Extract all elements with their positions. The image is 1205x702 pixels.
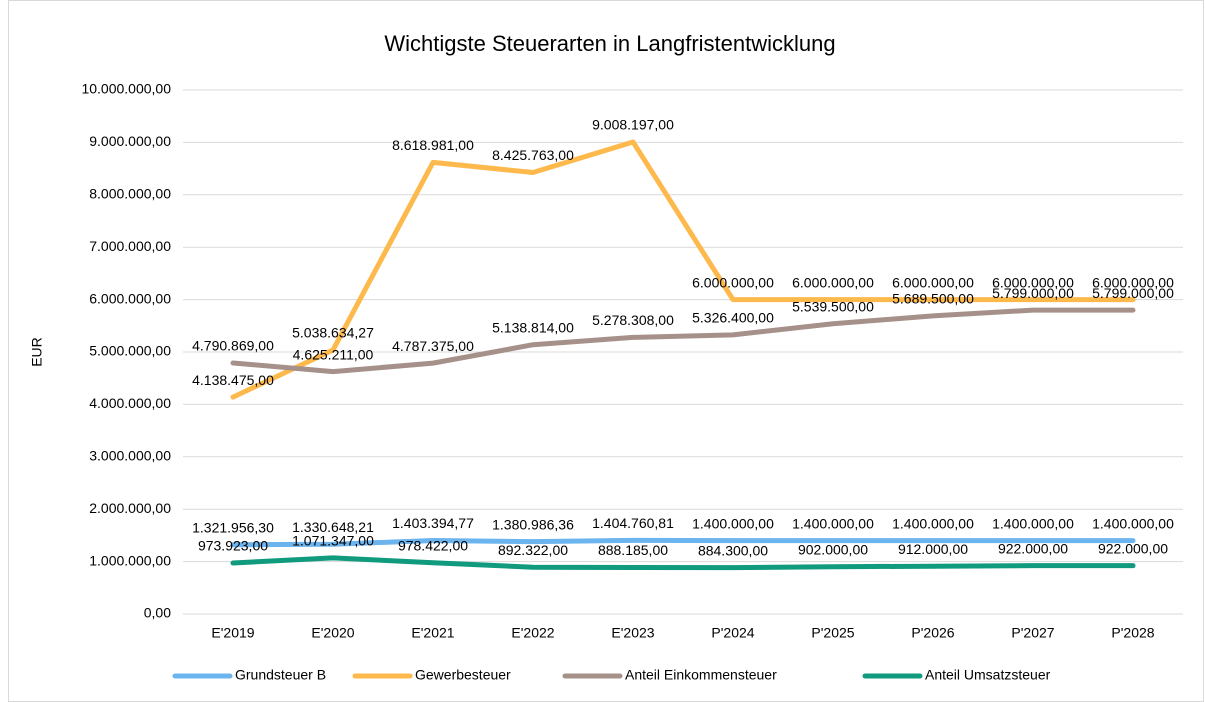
data-label: 1.330.648,21 — [292, 519, 374, 535]
data-label: 8.618.981,00 — [392, 137, 474, 153]
x-tick-label: P'2026 — [911, 625, 954, 641]
x-tick-label: E'2021 — [411, 625, 454, 641]
data-label: 973.923,00 — [198, 538, 268, 554]
data-label: 1.400.000,00 — [992, 515, 1074, 531]
y-tick-label: 4.000.000,00 — [89, 395, 171, 411]
y-axis-label: EUR — [29, 337, 45, 367]
data-label: 1.071.347,00 — [292, 533, 374, 549]
y-tick-label: 9.000.000,00 — [89, 133, 171, 149]
x-tick-label: P'2025 — [811, 625, 854, 641]
data-label: 884.300,00 — [698, 542, 768, 558]
chart-frame — [8, 0, 1204, 702]
x-tick-label: E'2020 — [311, 625, 354, 641]
x-tick-label: E'2023 — [611, 625, 654, 641]
x-tick-label: P'2027 — [1011, 625, 1054, 641]
data-label: 1.400.000,00 — [892, 515, 974, 531]
x-tick-label: E'2022 — [511, 625, 554, 641]
y-tick-label: 0,00 — [144, 605, 171, 621]
y-tick-label: 2.000.000,00 — [89, 500, 171, 516]
x-tick-label: P'2028 — [1111, 625, 1154, 641]
data-label: 1.400.000,00 — [792, 515, 874, 531]
y-tick-label: 6.000.000,00 — [89, 290, 171, 306]
data-label: 5.799.000,00 — [1092, 285, 1174, 301]
data-label: 888.185,00 — [598, 542, 668, 558]
data-label: 5.038.634,27 — [292, 325, 374, 341]
series-line — [230, 537, 1136, 548]
data-label: 1.400.000,00 — [1092, 515, 1174, 531]
data-label: 4.138.475,00 — [192, 372, 274, 388]
data-label: 4.625.211,00 — [293, 346, 374, 362]
legend-label: Anteil Einkommensteuer — [625, 667, 777, 683]
y-tick-label: 10.000.000,00 — [81, 81, 171, 97]
data-label: 5.326.400,00 — [692, 310, 774, 326]
legend-label: Gewerbesteuer — [415, 667, 511, 683]
data-label: 5.539.500,00 — [792, 298, 874, 314]
data-label: 8.425.763,00 — [492, 147, 574, 163]
series-line — [230, 139, 1136, 400]
chart-title: Wichtigste Steuerarten in Langfristentwi… — [384, 31, 835, 56]
y-tick-label: 5.000.000,00 — [89, 343, 171, 359]
series-line — [230, 307, 1136, 375]
data-label: 922.000,00 — [1098, 540, 1168, 556]
data-label: 892.322,00 — [498, 542, 568, 558]
data-label: 5.799.000,00 — [992, 285, 1074, 301]
data-label: 1.400.000,00 — [692, 515, 774, 531]
data-label: 6.000.000,00 — [892, 274, 974, 290]
series-line — [230, 555, 1136, 571]
data-label: 978.422,00 — [398, 537, 468, 553]
data-label: 922.000,00 — [998, 540, 1068, 556]
x-tick-label: E'2019 — [211, 625, 254, 641]
legend-label: Grundsteuer B — [235, 667, 326, 683]
y-tick-label: 3.000.000,00 — [89, 448, 171, 464]
data-label: 902.000,00 — [798, 541, 868, 557]
data-label: 6.000.000,00 — [692, 274, 774, 290]
y-tick-label: 8.000.000,00 — [89, 186, 171, 202]
data-label: 4.787.375,00 — [392, 338, 474, 354]
data-label: 1.380.986,36 — [492, 516, 574, 532]
y-tick-label: 7.000.000,00 — [89, 238, 171, 254]
data-label: 6.000.000,00 — [1092, 274, 1174, 290]
data-label: 912.000,00 — [898, 541, 968, 557]
legend-label: Anteil Umsatzsteuer — [925, 667, 1051, 683]
data-label: 9.008.197,00 — [592, 117, 674, 133]
y-tick-label: 1.000.000,00 — [89, 552, 171, 568]
data-label: 6.000.000,00 — [992, 274, 1074, 290]
data-label: 5.138.814,00 — [492, 319, 574, 335]
data-label: 6.000.000,00 — [792, 274, 874, 290]
data-label: 1.404.760,81 — [592, 515, 674, 531]
data-label: 4.790.869,00 — [192, 338, 274, 354]
x-tick-label: P'2024 — [711, 625, 754, 641]
data-label: 1.321.956,30 — [192, 519, 274, 535]
data-label: 5.689.500,00 — [892, 291, 974, 307]
data-label: 5.278.308,00 — [592, 312, 674, 328]
data-label: 1.403.394,77 — [392, 515, 474, 531]
